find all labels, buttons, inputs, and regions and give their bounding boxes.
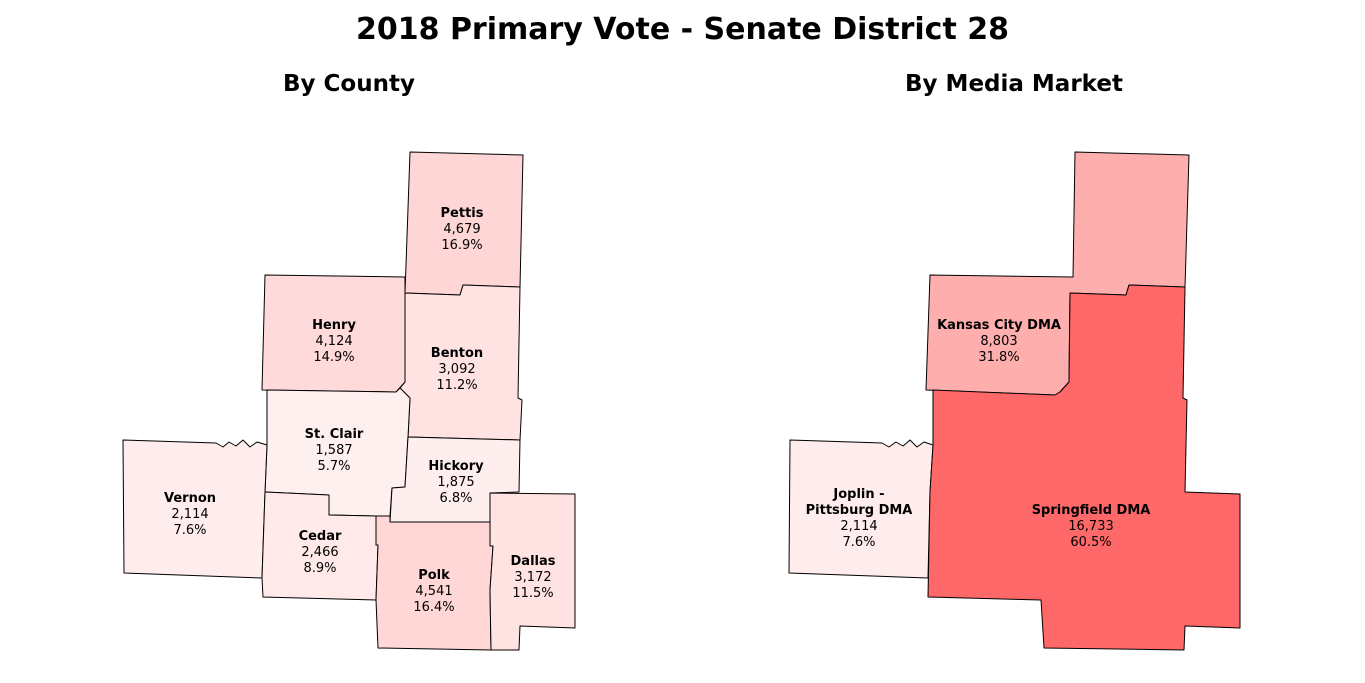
svg-text:16.9%: 16.9% [441, 238, 482, 253]
svg-text:Springfield DMA: Springfield DMA [1032, 503, 1151, 518]
county-label-cedar: Cedar 2,466 8.9% [299, 529, 342, 576]
svg-text:2,114: 2,114 [171, 507, 208, 522]
svg-text:11.5%: 11.5% [512, 586, 553, 601]
svg-text:2,466: 2,466 [301, 545, 338, 560]
svg-text:16,733: 16,733 [1068, 519, 1114, 534]
svg-text:Hickory: Hickory [428, 459, 484, 474]
main-title: 2018 Primary Vote - Senate District 28 [356, 12, 1009, 47]
svg-text:11.2%: 11.2% [436, 378, 477, 393]
svg-text:St. Clair: St. Clair [305, 427, 364, 442]
svg-text:Polk: Polk [418, 568, 450, 583]
county-label-dallas: Dallas 3,172 11.5% [511, 554, 556, 601]
media-market-map: Kansas City DMA 8,803 31.8% Joplin - Pit… [788, 151, 1241, 651]
county-dallas[interactable] [489, 492, 576, 651]
svg-text:16.4%: 16.4% [413, 600, 454, 615]
svg-text:3,172: 3,172 [514, 570, 551, 585]
svg-text:31.8%: 31.8% [978, 350, 1019, 365]
county-polk[interactable] [375, 515, 494, 651]
svg-text:60.5%: 60.5% [1070, 535, 1111, 550]
svg-text:Dallas: Dallas [511, 554, 556, 569]
svg-text:Cedar: Cedar [299, 529, 342, 544]
county-label-hickory: Hickory 1,875 6.8% [428, 459, 484, 506]
svg-text:3,092: 3,092 [438, 362, 475, 377]
media-panel-title: By Media Market [905, 71, 1123, 97]
svg-text:8.9%: 8.9% [303, 561, 336, 576]
svg-text:Pittsburg DMA: Pittsburg DMA [806, 503, 913, 518]
county-label-benton: Benton 3,092 11.2% [431, 346, 483, 393]
svg-text:Benton: Benton [431, 346, 483, 361]
svg-text:4,679: 4,679 [443, 222, 480, 237]
svg-text:5.7%: 5.7% [317, 459, 350, 474]
svg-text:4,124: 4,124 [315, 334, 352, 349]
svg-text:1,875: 1,875 [437, 475, 474, 490]
county-label-polk: Polk 4,541 16.4% [413, 568, 454, 615]
svg-text:2,114: 2,114 [840, 519, 877, 534]
svg-text:7.6%: 7.6% [173, 523, 206, 538]
svg-text:Pettis: Pettis [441, 206, 484, 221]
svg-text:14.9%: 14.9% [313, 350, 354, 365]
svg-text:1,587: 1,587 [315, 443, 352, 458]
county-map: Pettis 4,679 16.9% Henry 4,124 14.9% Ben… [122, 151, 576, 651]
market-label-joplin-pittsburg: Joplin - Pittsburg DMA 2,114 7.6% [806, 487, 913, 550]
county-label-pettis: Pettis 4,679 16.9% [441, 206, 484, 253]
county-label-vernon: Vernon 2,114 7.6% [164, 491, 216, 538]
svg-text:8,803: 8,803 [980, 334, 1017, 349]
svg-text:Kansas City DMA: Kansas City DMA [937, 318, 1061, 333]
svg-text:6.8%: 6.8% [439, 491, 472, 506]
svg-text:4,541: 4,541 [415, 584, 452, 599]
svg-text:Vernon: Vernon [164, 491, 216, 506]
svg-text:7.6%: 7.6% [842, 535, 875, 550]
market-springfield[interactable] [927, 284, 1241, 651]
svg-text:Joplin -: Joplin - [832, 487, 884, 502]
svg-text:Henry: Henry [312, 318, 356, 333]
county-label-henry: Henry 4,124 14.9% [312, 318, 356, 365]
market-label-kansas-city: Kansas City DMA 8,803 31.8% [937, 318, 1061, 365]
market-label-springfield: Springfield DMA 16,733 60.5% [1032, 503, 1151, 550]
county-panel-title: By County [283, 71, 415, 97]
county-label-st-clair: St. Clair 1,587 5.7% [305, 427, 364, 474]
